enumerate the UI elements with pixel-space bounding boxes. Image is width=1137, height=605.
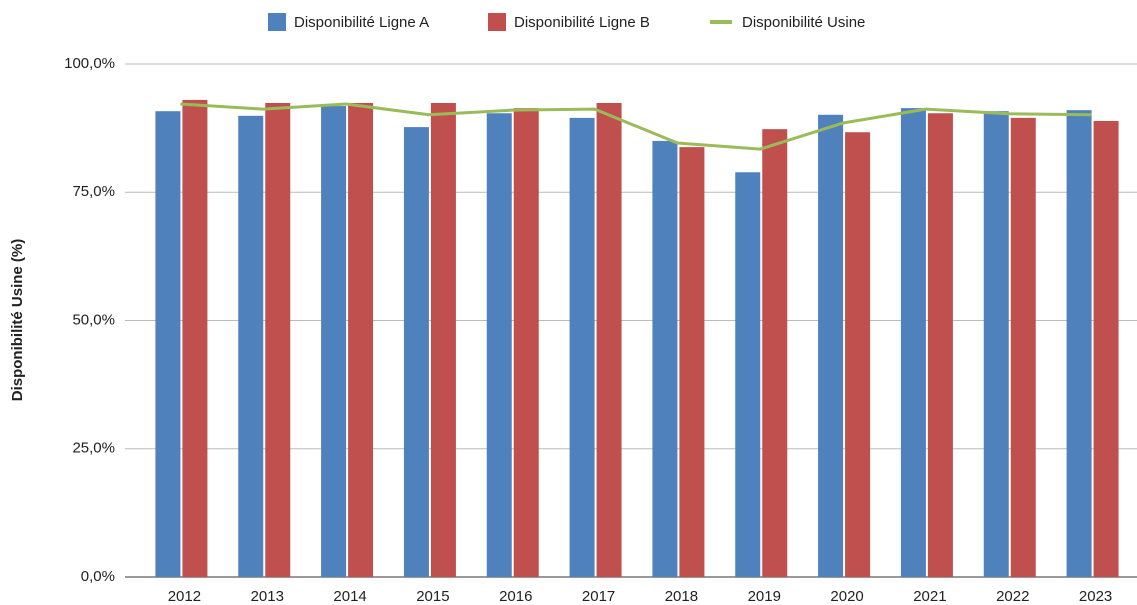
bar	[1010, 117, 1036, 578]
bar	[1093, 120, 1119, 578]
bar	[321, 106, 347, 577]
legend-swatch	[268, 13, 286, 31]
line	[180, 102, 1092, 151]
legend-label: Disponibilité Ligne B	[514, 14, 650, 31]
x-tick-label: 2019	[748, 588, 781, 605]
legend-swatch	[488, 13, 506, 31]
bar	[596, 102, 622, 577]
bar	[1066, 110, 1092, 578]
bar	[735, 172, 761, 578]
y-tick-label: 0,0%	[81, 568, 115, 585]
bar	[348, 102, 374, 577]
legend-label: Disponibilité Ligne A	[294, 14, 429, 31]
x-tick-label: 2012	[168, 588, 201, 605]
x-tick-label: 2021	[913, 588, 946, 605]
bar	[900, 108, 926, 578]
y-axis-title: Disponibilité Usine (%)	[9, 239, 26, 402]
bar	[762, 129, 788, 577]
y-tick-label: 75,0%	[72, 183, 115, 200]
x-tick-label: 2020	[830, 588, 863, 605]
x-tick-label: 2015	[416, 588, 449, 605]
y-tick-label: 25,0%	[72, 440, 115, 457]
x-tick-label: 2013	[251, 588, 284, 605]
bar	[265, 102, 291, 577]
bar	[652, 140, 678, 577]
bar	[927, 113, 953, 578]
bar	[486, 113, 512, 578]
x-tick-label: 2022	[996, 588, 1029, 605]
x-tick-label: 2017	[582, 588, 615, 605]
bar	[569, 117, 595, 578]
bar	[818, 114, 844, 578]
bar	[403, 127, 429, 577]
x-tick-label: 2016	[499, 588, 532, 605]
x-tick-label: 2023	[1079, 588, 1112, 605]
bar	[430, 102, 456, 577]
y-tick-label: 50,0%	[72, 311, 115, 328]
bar	[182, 99, 208, 577]
bar	[983, 111, 1009, 578]
bar	[155, 111, 181, 578]
bar	[238, 115, 264, 578]
legend-label: Disponibilité Usine	[742, 14, 865, 31]
bar	[679, 147, 705, 577]
x-tick-label: 2018	[665, 588, 698, 605]
y-tick-label: 100,0%	[64, 55, 115, 72]
bar	[845, 132, 871, 577]
x-tick-label: 2014	[333, 588, 366, 605]
bar	[513, 108, 539, 578]
